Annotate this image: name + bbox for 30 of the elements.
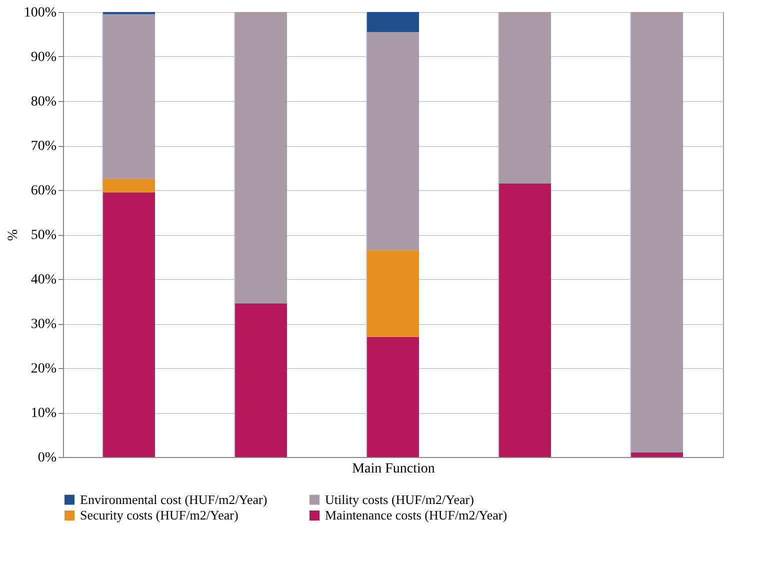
y-tick-label: 10% — [30, 406, 57, 421]
bar — [367, 250, 419, 337]
bar — [103, 192, 155, 457]
y-tick-label: 0% — [38, 450, 57, 466]
bar — [499, 12, 551, 184]
y-tick-label: 70% — [30, 139, 57, 154]
bar — [235, 12, 287, 304]
bar — [103, 14, 155, 179]
bar — [499, 183, 551, 457]
y-axis-title: % — [6, 228, 21, 241]
y-tick-label: 80% — [30, 94, 57, 110]
y-tick-label: 100% — [24, 6, 57, 20]
y-tick-label: 40% — [30, 272, 57, 288]
bar — [103, 178, 155, 192]
legend-label: Security costs (HUF/m2/Year) — [80, 508, 238, 522]
bar — [367, 336, 419, 457]
y-tick-label: 60% — [30, 184, 57, 198]
y-tick-label: 20% — [30, 362, 57, 376]
bar — [235, 303, 287, 457]
y-tick-label: 50% — [30, 228, 57, 243]
y-tick-label: 30% — [30, 317, 57, 332]
y-tick-label: 90% — [30, 50, 57, 65]
x-axis-title: Main Function — [352, 462, 435, 476]
legend-label: Utility costs (HUF/m2/Year) — [325, 492, 474, 507]
bar — [367, 32, 419, 250]
bar — [631, 452, 683, 457]
legend-label: Maintenance costs (HUF/m2/Year) — [325, 508, 508, 522]
bar — [631, 12, 683, 453]
bar — [367, 12, 419, 32]
legend-label: Environmental cost (HUF/m2/Year) — [80, 492, 268, 507]
